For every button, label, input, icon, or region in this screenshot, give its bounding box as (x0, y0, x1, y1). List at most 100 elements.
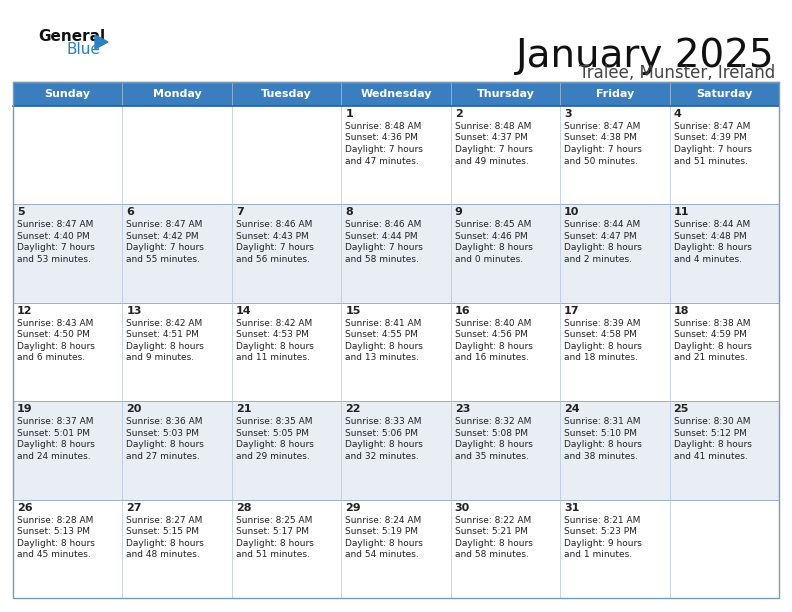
Bar (13, 204, 123, 303)
Text: 3: 3 (564, 109, 572, 119)
Text: Daylight: 7 hours: Daylight: 7 hours (345, 244, 423, 252)
Text: Sunrise: 8:42 AM: Sunrise: 8:42 AM (236, 319, 312, 328)
Text: and 2 minutes.: and 2 minutes. (564, 255, 632, 264)
Text: 20: 20 (127, 404, 142, 414)
Text: Sunset: 5:10 PM: Sunset: 5:10 PM (564, 428, 637, 438)
Text: Sunrise: 8:42 AM: Sunrise: 8:42 AM (127, 319, 203, 328)
Text: Sunrise: 8:44 AM: Sunrise: 8:44 AM (673, 220, 750, 230)
Polygon shape (95, 35, 108, 49)
Text: Sunset: 4:58 PM: Sunset: 4:58 PM (564, 330, 637, 339)
Text: Sunrise: 8:38 AM: Sunrise: 8:38 AM (673, 319, 750, 328)
Text: General: General (38, 29, 105, 44)
Text: Sunset: 5:21 PM: Sunset: 5:21 PM (455, 527, 527, 536)
Text: Sunset: 4:51 PM: Sunset: 4:51 PM (127, 330, 200, 339)
Text: 5: 5 (17, 207, 25, 217)
Text: and 50 minutes.: and 50 minutes. (564, 157, 638, 165)
Bar (451, 303, 560, 401)
Text: Tralee, Munster, Ireland: Tralee, Munster, Ireland (579, 64, 775, 82)
Text: 13: 13 (127, 306, 142, 316)
Text: Sunrise: 8:47 AM: Sunrise: 8:47 AM (673, 122, 750, 131)
Text: and 56 minutes.: and 56 minutes. (236, 255, 310, 264)
Text: 31: 31 (564, 502, 580, 513)
Bar (341, 499, 451, 598)
Text: Sunset: 5:05 PM: Sunset: 5:05 PM (236, 428, 309, 438)
Text: Wednesday: Wednesday (360, 89, 432, 99)
Text: Sunrise: 8:46 AM: Sunrise: 8:46 AM (236, 220, 312, 230)
Text: Daylight: 8 hours: Daylight: 8 hours (236, 440, 314, 449)
Bar (13, 401, 123, 499)
Text: and 54 minutes.: and 54 minutes. (345, 550, 419, 559)
Bar (13, 303, 123, 401)
Bar (451, 204, 560, 303)
Text: and 16 minutes.: and 16 minutes. (455, 353, 528, 362)
Text: and 29 minutes.: and 29 minutes. (236, 452, 310, 461)
Text: 29: 29 (345, 502, 361, 513)
Text: and 1 minutes.: and 1 minutes. (564, 550, 632, 559)
Text: and 55 minutes.: and 55 minutes. (127, 255, 200, 264)
Text: Daylight: 8 hours: Daylight: 8 hours (564, 440, 642, 449)
Text: Sunset: 4:36 PM: Sunset: 4:36 PM (345, 133, 418, 143)
Text: 8: 8 (345, 207, 353, 217)
Text: Daylight: 7 hours: Daylight: 7 hours (127, 244, 204, 252)
Text: Daylight: 8 hours: Daylight: 8 hours (236, 539, 314, 548)
Text: 30: 30 (455, 502, 470, 513)
Text: Sunrise: 8:44 AM: Sunrise: 8:44 AM (564, 220, 641, 230)
Text: Daylight: 8 hours: Daylight: 8 hours (127, 440, 204, 449)
Text: Sunrise: 8:37 AM: Sunrise: 8:37 AM (17, 417, 93, 426)
Text: and 58 minutes.: and 58 minutes. (345, 255, 419, 264)
Text: Daylight: 7 hours: Daylight: 7 hours (236, 244, 314, 252)
Text: Sunset: 4:37 PM: Sunset: 4:37 PM (455, 133, 527, 143)
Text: and 0 minutes.: and 0 minutes. (455, 255, 523, 264)
Bar (341, 204, 451, 303)
Text: 6: 6 (127, 207, 135, 217)
Text: and 58 minutes.: and 58 minutes. (455, 550, 528, 559)
Bar (232, 82, 341, 106)
Text: Sunrise: 8:30 AM: Sunrise: 8:30 AM (673, 417, 750, 426)
Text: Sunset: 5:12 PM: Sunset: 5:12 PM (673, 428, 746, 438)
Text: Sunset: 5:01 PM: Sunset: 5:01 PM (17, 428, 90, 438)
Text: 25: 25 (673, 404, 689, 414)
Text: Sunrise: 8:43 AM: Sunrise: 8:43 AM (17, 319, 93, 328)
Text: 18: 18 (673, 306, 689, 316)
Text: Daylight: 8 hours: Daylight: 8 hours (564, 244, 642, 252)
Text: Sunset: 4:48 PM: Sunset: 4:48 PM (673, 232, 746, 241)
Text: Sunset: 4:39 PM: Sunset: 4:39 PM (673, 133, 746, 143)
Text: Daylight: 8 hours: Daylight: 8 hours (127, 341, 204, 351)
Bar (451, 401, 560, 499)
Text: Daylight: 8 hours: Daylight: 8 hours (455, 341, 532, 351)
Text: 24: 24 (564, 404, 580, 414)
Bar (560, 303, 669, 401)
Text: 16: 16 (455, 306, 470, 316)
Bar (341, 106, 451, 204)
Text: and 6 minutes.: and 6 minutes. (17, 353, 85, 362)
Text: Sunrise: 8:45 AM: Sunrise: 8:45 AM (455, 220, 531, 230)
Bar (560, 106, 669, 204)
Text: Daylight: 8 hours: Daylight: 8 hours (17, 341, 95, 351)
Text: Daylight: 8 hours: Daylight: 8 hours (673, 440, 752, 449)
Text: and 18 minutes.: and 18 minutes. (564, 353, 638, 362)
Text: Sunset: 4:53 PM: Sunset: 4:53 PM (236, 330, 309, 339)
Text: 11: 11 (673, 207, 689, 217)
Bar (341, 303, 451, 401)
Text: and 13 minutes.: and 13 minutes. (345, 353, 419, 362)
Text: and 49 minutes.: and 49 minutes. (455, 157, 528, 165)
Bar (232, 499, 341, 598)
Bar (232, 204, 341, 303)
Text: and 53 minutes.: and 53 minutes. (17, 255, 91, 264)
Bar (13, 499, 123, 598)
Text: Sunrise: 8:22 AM: Sunrise: 8:22 AM (455, 515, 531, 524)
Text: 26: 26 (17, 502, 32, 513)
Text: 17: 17 (564, 306, 580, 316)
Bar (560, 204, 669, 303)
Text: 21: 21 (236, 404, 251, 414)
Text: and 9 minutes.: and 9 minutes. (127, 353, 195, 362)
Text: Sunset: 5:06 PM: Sunset: 5:06 PM (345, 428, 418, 438)
Text: Sunrise: 8:27 AM: Sunrise: 8:27 AM (127, 515, 203, 524)
Text: Sunset: 5:03 PM: Sunset: 5:03 PM (127, 428, 200, 438)
Text: 10: 10 (564, 207, 580, 217)
Text: Sunrise: 8:24 AM: Sunrise: 8:24 AM (345, 515, 421, 524)
Text: 15: 15 (345, 306, 360, 316)
Bar (451, 499, 560, 598)
Text: Daylight: 8 hours: Daylight: 8 hours (455, 440, 532, 449)
Text: Sunrise: 8:48 AM: Sunrise: 8:48 AM (455, 122, 531, 131)
